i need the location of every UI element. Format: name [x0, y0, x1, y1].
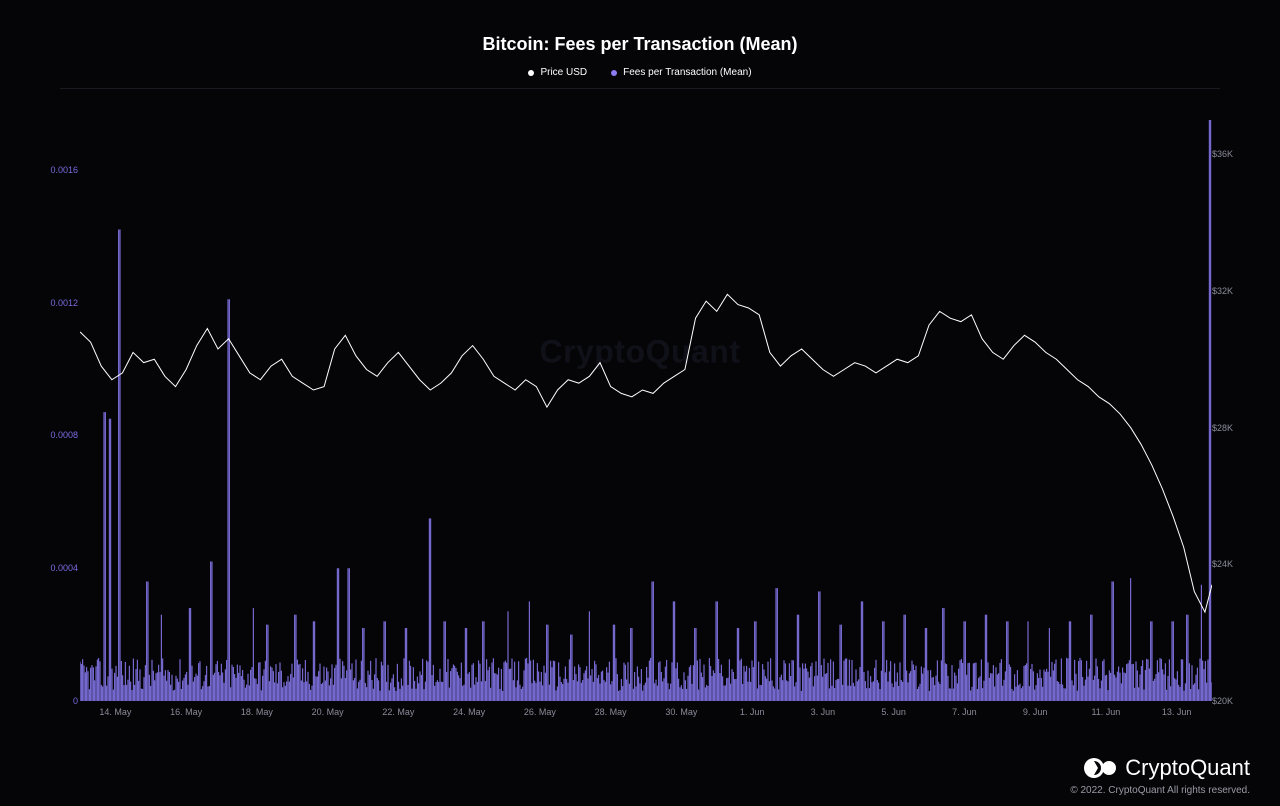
x-tick: 16. May — [170, 707, 202, 717]
y-right-tick: $36K — [1212, 149, 1240, 159]
plot-area[interactable] — [80, 120, 1212, 701]
x-tick: 9. Jun — [1023, 707, 1048, 717]
legend-label-fees: Fees per Transaction (Mean) — [623, 67, 751, 78]
legend-item-price[interactable]: Price USD — [528, 67, 587, 78]
brand-icon — [1083, 756, 1117, 780]
footer: CryptoQuant © 2022. CryptoQuant All righ… — [1070, 755, 1250, 796]
x-tick: 18. May — [241, 707, 273, 717]
legend-item-fees[interactable]: Fees per Transaction (Mean) — [611, 67, 751, 78]
y-right-tick: $28K — [1212, 423, 1240, 433]
legend-swatch-price — [528, 70, 534, 76]
y-left-tick: 0.0008 — [42, 430, 78, 440]
y-right-tick: $24K — [1212, 559, 1240, 569]
x-axis: 14. May 16. May 18. May 20. May 22. May 24. M… — [80, 707, 1212, 719]
brand: CryptoQuant — [1070, 755, 1250, 781]
x-tick: 28. May — [595, 707, 627, 717]
brand-text: CryptoQuant — [1125, 755, 1250, 781]
x-tick: 26. May — [524, 707, 556, 717]
x-tick: 11. Jun — [1091, 707, 1120, 717]
x-tick: 22. May — [382, 707, 414, 717]
y-right-tick: $20K — [1212, 696, 1240, 706]
y-left-tick: 0 — [42, 696, 78, 706]
y-axis-right: $20K$24K$28K$32K$36K — [1212, 120, 1240, 701]
chart-title: Bitcoin: Fees per Transaction (Mean) — [20, 20, 1260, 55]
x-tick: 24. May — [453, 707, 485, 717]
copyright: © 2022. CryptoQuant All rights reserved. — [1070, 785, 1250, 796]
x-tick: 20. May — [312, 707, 344, 717]
x-tick: 13. Jun — [1162, 707, 1192, 717]
legend-label-price: Price USD — [540, 67, 587, 78]
x-tick: 7. Jun — [952, 707, 977, 717]
y-left-tick: 0.0004 — [42, 563, 78, 573]
x-tick: 3. Jun — [811, 707, 836, 717]
chart-svg — [80, 120, 1212, 701]
x-tick: 1. Jun — [740, 707, 765, 717]
y-right-tick: $32K — [1212, 286, 1240, 296]
y-left-tick: 0.0012 — [42, 298, 78, 308]
x-tick: 30. May — [665, 707, 697, 717]
legend: Price USD Fees per Transaction (Mean) — [60, 67, 1220, 89]
y-axis-left: 00.00040.00080.00120.0016 — [42, 120, 78, 701]
y-left-tick: 0.0016 — [42, 165, 78, 175]
legend-swatch-fees — [611, 70, 617, 76]
x-tick: 5. Jun — [881, 707, 906, 717]
chart-container: Bitcoin: Fees per Transaction (Mean) Pri… — [20, 20, 1260, 741]
x-tick: 14. May — [99, 707, 131, 717]
